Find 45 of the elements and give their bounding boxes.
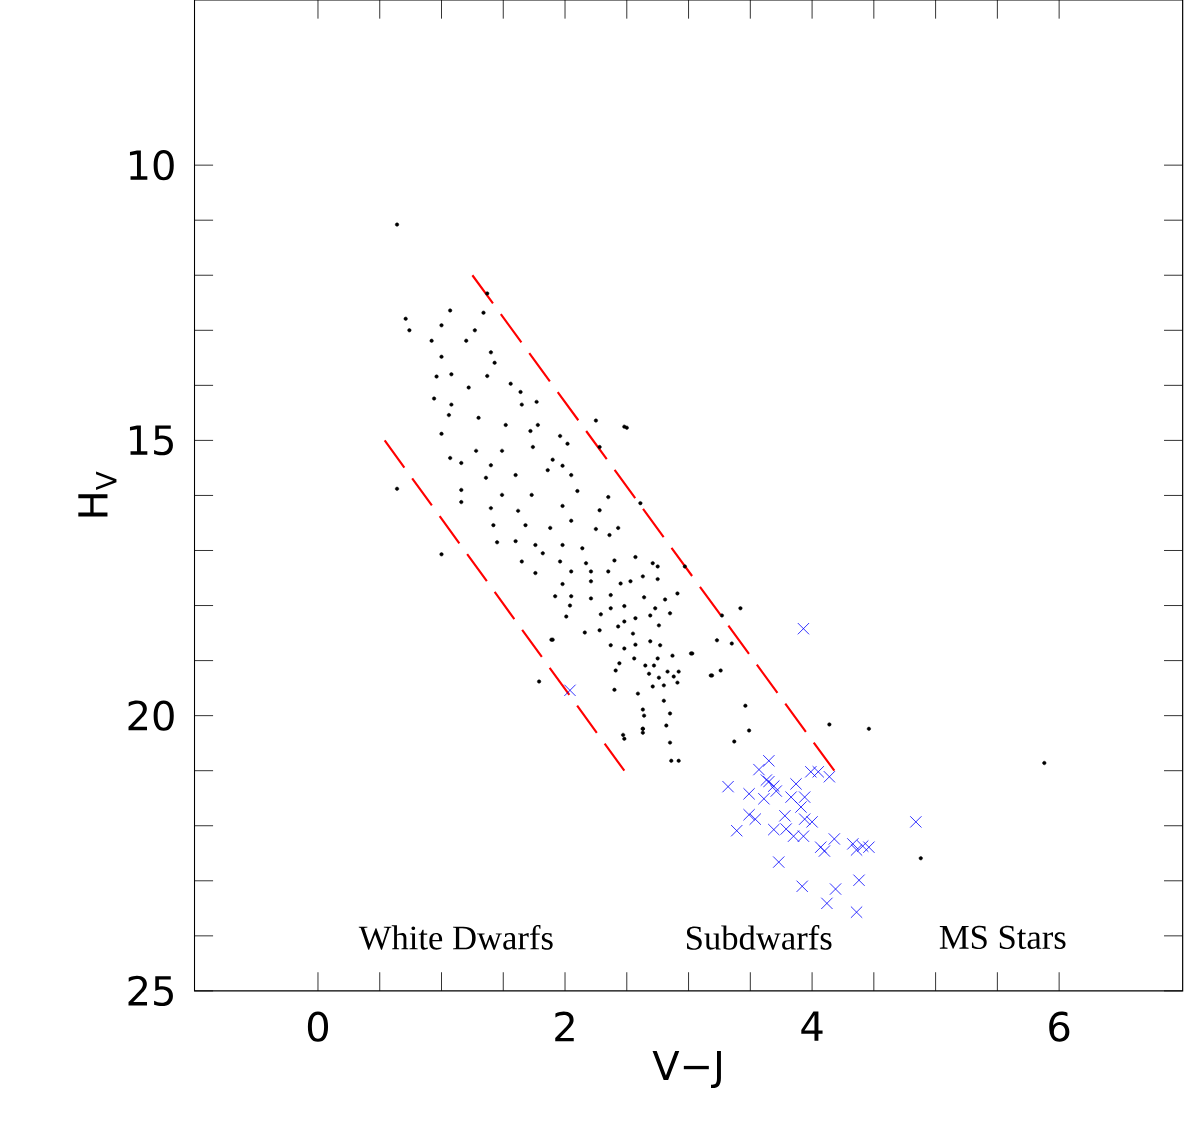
point	[797, 622, 810, 635]
point	[752, 763, 766, 776]
point	[762, 754, 775, 767]
point	[820, 897, 833, 910]
annotation: White Dwarfs	[358, 925, 553, 950]
point	[814, 841, 827, 854]
y-tick-label: 25	[128, 975, 173, 1007]
point	[743, 808, 756, 821]
point	[770, 785, 783, 798]
y-tick-label: 10	[129, 150, 174, 181]
annotation: MS Stars	[939, 925, 1066, 950]
x-tick-label: 2	[555, 1011, 574, 1042]
point	[794, 801, 808, 814]
point	[796, 880, 809, 893]
annotation: Subdwarfs	[686, 925, 832, 950]
point	[909, 815, 922, 829]
point	[563, 684, 577, 697]
point	[850, 906, 863, 919]
point	[730, 824, 743, 837]
y-tick-label: 15	[129, 425, 173, 456]
point	[798, 813, 811, 826]
point	[722, 780, 735, 793]
point	[743, 787, 756, 800]
x-tick-label: 6	[1049, 1011, 1070, 1042]
point	[806, 815, 819, 829]
x-axis-title: V−J	[652, 1051, 721, 1089]
point	[823, 770, 836, 783]
point	[829, 883, 842, 896]
point	[828, 833, 841, 846]
x-tick-label: 4	[801, 1011, 823, 1041]
point	[850, 844, 863, 857]
point	[767, 780, 780, 793]
point	[852, 874, 866, 887]
point	[812, 765, 825, 778]
point	[772, 856, 785, 869]
point	[818, 845, 831, 858]
point	[749, 813, 762, 826]
x-tick-label: 0	[307, 1011, 329, 1042]
y-tick-label: 20	[128, 700, 174, 731]
point	[862, 841, 875, 854]
point	[778, 809, 791, 823]
point	[804, 765, 817, 778]
point	[757, 792, 770, 805]
point	[789, 778, 803, 791]
y-axis-title: H$_{V}$	[78, 471, 117, 517]
